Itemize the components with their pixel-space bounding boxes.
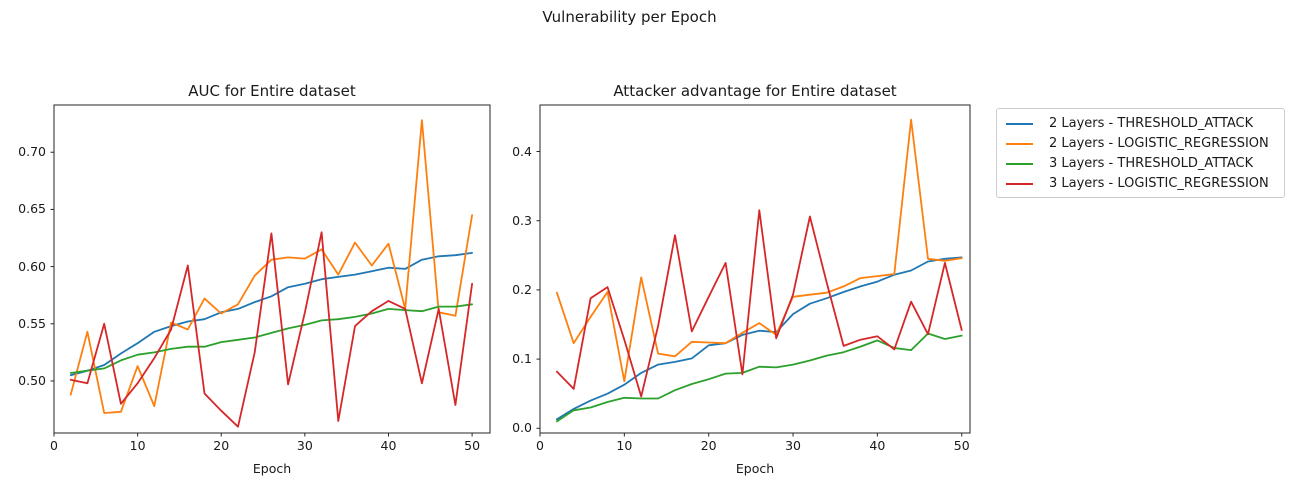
y-tick-label: 0.4	[512, 143, 532, 159]
legend-item: 3 Layers - LOGISTIC_REGRESSION	[1006, 174, 1276, 193]
axes-frame	[53, 104, 491, 434]
series-line	[556, 209, 963, 398]
y-tick-label: 0.55	[18, 315, 46, 331]
legend-item: 2 Layers - LOGISTIC_REGRESSION	[1006, 134, 1276, 153]
x-tick-label: 30	[296, 438, 313, 453]
x-tick-label: 50	[464, 438, 481, 453]
legend-line-swatch	[1006, 162, 1033, 165]
x-tick-label: 20	[213, 438, 230, 453]
y-tick-label: 0.50	[18, 372, 46, 388]
legend-line-swatch	[1006, 142, 1033, 145]
legend: 2 Layers - THRESHOLD_ATTACK 2 Layers - L…	[996, 108, 1285, 198]
y-tick-label: 0.2	[512, 281, 532, 297]
legend-item-label: 2 Layers - LOGISTIC_REGRESSION	[1049, 136, 1269, 151]
y-tick-label: 0.3	[512, 212, 532, 228]
figure-suptitle: Vulnerability per Epoch	[542, 8, 717, 26]
x-tick-label: 10	[616, 438, 633, 453]
y-tick-label: 0.60	[18, 258, 46, 274]
y-tick-label: 0.70	[18, 144, 46, 160]
y-tick-label: 0.65	[18, 201, 46, 217]
x-tick-label: 0	[50, 438, 58, 453]
x-tick-label: 40	[869, 438, 886, 453]
left-chart-xlabel: Epoch	[252, 461, 292, 476]
x-tick-label: 30	[785, 438, 801, 453]
legend-item-label: 2 Layers - THRESHOLD_ATTACK	[1049, 116, 1254, 131]
legend-item: 3 Layers - THRESHOLD_ATTACK	[1006, 154, 1276, 173]
x-tick-label: 50	[953, 438, 970, 453]
legend-item-label: 3 Layers - LOGISTIC_REGRESSION	[1049, 176, 1269, 191]
x-tick-label: 10	[129, 438, 146, 453]
series-line	[556, 256, 963, 421]
y-tick-label: 0.1	[512, 351, 532, 367]
legend-line-swatch	[1006, 122, 1033, 125]
legend-line-swatch	[1006, 182, 1033, 185]
legend-item: 2 Layers - THRESHOLD_ATTACK	[1006, 114, 1276, 133]
series-line	[69, 251, 474, 377]
right-chart-title: Attacker advantage for Entire dataset	[613, 82, 897, 100]
series-line	[556, 118, 963, 383]
right-chart-xlabel: Epoch	[735, 461, 775, 476]
legend-item-label: 3 Layers - THRESHOLD_ATTACK	[1049, 156, 1254, 171]
series-line	[69, 231, 474, 428]
x-tick-label: 0	[536, 438, 544, 453]
y-tick-label: 0.0	[512, 420, 532, 436]
x-tick-label: 40	[380, 438, 397, 453]
series-line	[69, 119, 474, 414]
axes-frame	[539, 104, 971, 434]
left-chart-title: AUC for Entire dataset	[188, 82, 356, 100]
x-tick-label: 20	[700, 438, 717, 453]
